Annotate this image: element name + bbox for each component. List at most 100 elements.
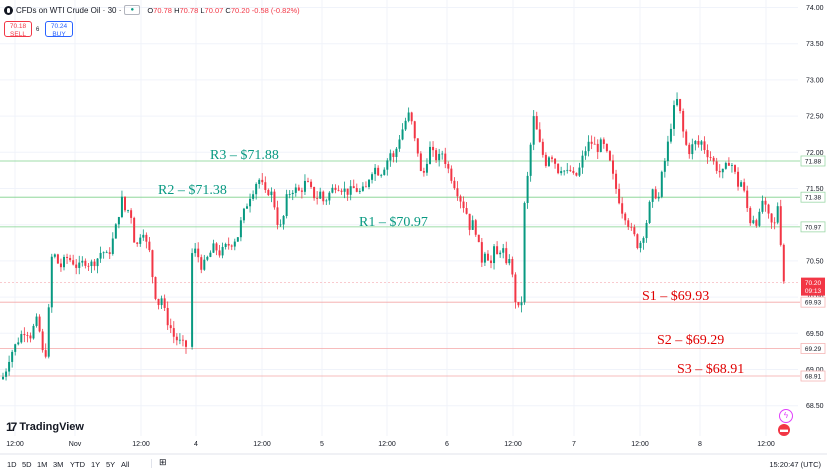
candle-body xyxy=(81,260,84,263)
last-price-tag: 70.20 xyxy=(805,280,822,287)
candle-body xyxy=(17,342,20,345)
y-tick-label: 73.00 xyxy=(806,77,824,84)
candle-body xyxy=(194,248,197,254)
candle-body xyxy=(715,161,718,171)
candle-body xyxy=(242,208,245,221)
buy-button[interactable]: 70.24 BUY xyxy=(45,21,73,38)
candle-body xyxy=(334,187,337,190)
candle-body xyxy=(105,252,108,254)
candles xyxy=(2,92,785,381)
timeframe-5d[interactable]: 5D xyxy=(22,460,32,469)
candle-body xyxy=(90,261,93,267)
candle-body xyxy=(529,144,532,176)
candle-body xyxy=(435,150,438,161)
sell-button[interactable]: 70.18 SELL xyxy=(4,21,32,38)
candle-body xyxy=(621,203,624,214)
x-tick-label: 6 xyxy=(445,441,449,448)
candle-body xyxy=(215,243,218,251)
candle-body xyxy=(236,237,239,242)
candle-body xyxy=(429,146,431,164)
candle-body xyxy=(642,238,645,243)
candle-body xyxy=(398,139,401,149)
candle-body xyxy=(718,170,721,173)
candle-body xyxy=(416,138,419,154)
candle-body xyxy=(75,264,78,268)
candle-body xyxy=(648,201,651,223)
candle-body xyxy=(343,188,346,192)
candle-body xyxy=(560,171,563,174)
candle-body xyxy=(770,213,773,223)
candle-body xyxy=(700,141,703,145)
price-tag: 70.97 xyxy=(805,224,822,231)
tradingview-logo-icon: 17 xyxy=(6,420,17,434)
candle-body xyxy=(102,252,105,254)
timeframe-1d[interactable]: 1D xyxy=(7,460,17,469)
utc-clock[interactable]: 15:20:47 (UTC) xyxy=(769,460,821,469)
candle-body xyxy=(575,172,578,176)
candle-body xyxy=(566,169,569,171)
candle-body xyxy=(72,260,75,265)
level-labels: R3 – $71.88 R2 – $71.38 R1 – $70.97 S1 – $6… xyxy=(158,148,744,377)
symbol-title[interactable]: CFDs on WTI Crude Oil · 30 · xyxy=(16,5,122,15)
candle-body xyxy=(120,196,123,218)
candle-body xyxy=(496,246,499,255)
candle-body xyxy=(477,234,480,243)
candle-body xyxy=(499,252,502,255)
symbol-logo-icon xyxy=(4,5,13,15)
candle-body xyxy=(14,344,17,352)
candle-body xyxy=(608,151,611,161)
x-tick-label: 12:00 xyxy=(378,441,396,448)
candle-body xyxy=(538,129,541,142)
candle-body xyxy=(169,325,172,329)
candle-body xyxy=(532,116,535,145)
candle-body xyxy=(114,224,117,239)
candle-body xyxy=(709,157,712,158)
x-tick-label: 4 xyxy=(194,441,198,448)
candle-body xyxy=(654,189,657,199)
candle-body xyxy=(181,339,184,341)
candle-body xyxy=(139,237,142,244)
candle-body xyxy=(175,336,178,341)
x-tick-label: 5 xyxy=(320,441,324,448)
candle-body xyxy=(328,192,331,201)
candle-body xyxy=(142,234,145,238)
candle-body xyxy=(117,217,120,225)
chart-header: CFDs on WTI Crude Oil · 30 · ● O70.78 H7… xyxy=(4,5,300,15)
candle-body xyxy=(133,217,136,243)
candle-body xyxy=(453,180,456,189)
candle-body xyxy=(20,334,23,343)
timeframe-1m[interactable]: 1M xyxy=(37,460,48,469)
timeframe-1y[interactable]: 1Y xyxy=(91,460,101,469)
candle-body xyxy=(355,188,358,192)
timeframe-3m[interactable]: 3M xyxy=(53,460,64,469)
candle-body xyxy=(303,180,306,192)
date-range-icon[interactable]: ⊞ xyxy=(159,457,167,467)
toolbar-divider xyxy=(151,459,152,468)
candle-body xyxy=(743,182,746,191)
timeframe-5y[interactable]: 5Y xyxy=(106,460,116,469)
price-tag-box xyxy=(800,191,826,203)
candle-body xyxy=(157,298,160,306)
candle-body xyxy=(554,158,557,164)
candle-body xyxy=(599,139,602,152)
lightning-icon[interactable]: ϟ xyxy=(779,409,793,423)
flag-icon[interactable]: ▬ xyxy=(778,424,790,436)
candle-body xyxy=(224,243,227,247)
candle-body xyxy=(459,196,462,202)
price-tag: 68.91 xyxy=(805,374,822,381)
candle-body xyxy=(639,242,642,249)
candle-body xyxy=(615,173,618,189)
candle-body xyxy=(322,191,325,202)
timeframe-ytd[interactable]: YTD xyxy=(70,460,85,469)
candle-body xyxy=(779,206,782,245)
y-tick-label: 69.50 xyxy=(806,331,824,338)
candle-body xyxy=(737,171,740,187)
timeframe-all[interactable]: All xyxy=(121,460,130,469)
tradingview-logo[interactable]: 17 TradingView xyxy=(6,420,84,434)
candle-body xyxy=(764,200,767,205)
candle-body xyxy=(145,234,148,242)
candle-body xyxy=(624,213,627,221)
candle-body xyxy=(581,155,584,168)
candle-body xyxy=(773,222,776,224)
